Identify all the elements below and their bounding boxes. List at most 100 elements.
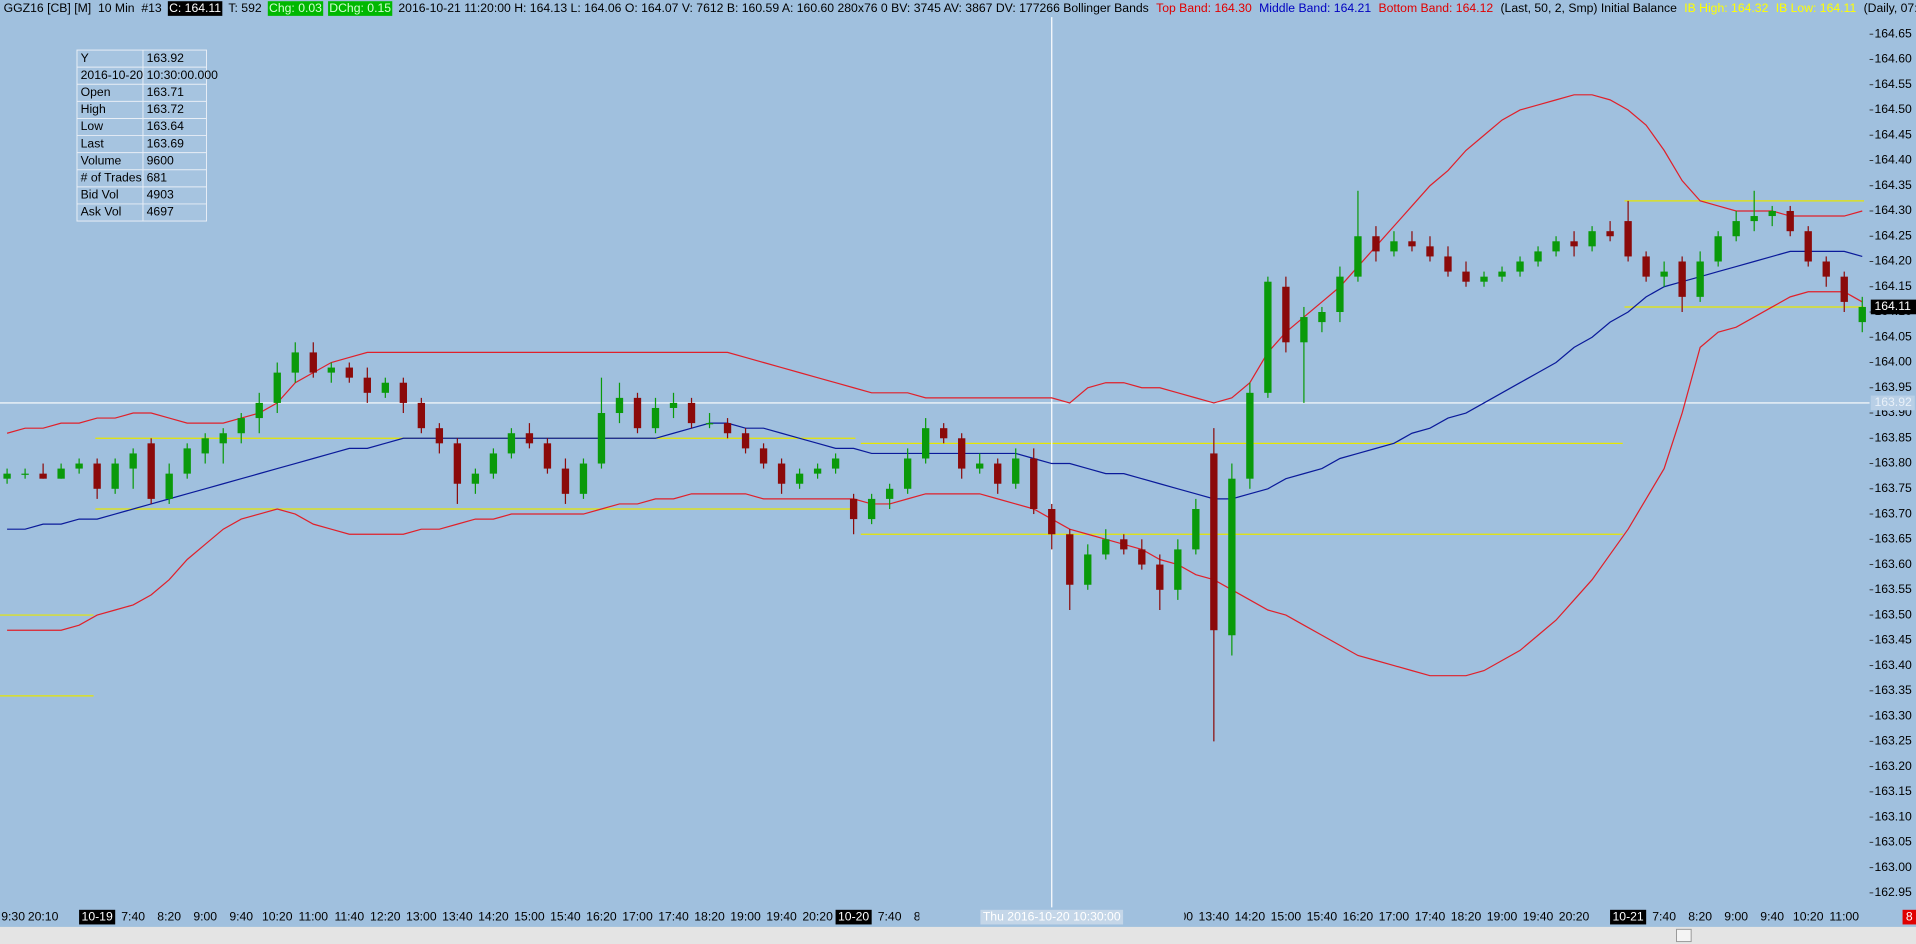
candle-body — [1444, 256, 1452, 272]
x-tick-label: 17:00 — [1379, 909, 1410, 923]
info-value: 4903 — [147, 188, 174, 202]
y-tick-label: 163.80 — [1874, 456, 1912, 470]
candle-body — [1192, 508, 1200, 550]
x-tick-label: 19:40 — [766, 909, 797, 923]
header-badge — [328, 1, 393, 16]
info-key: Low — [81, 119, 104, 133]
candle-body — [1516, 261, 1524, 272]
x-tick-label: 20:20 — [1559, 909, 1590, 923]
x-tick-label: 7:40 — [1652, 909, 1676, 923]
candle-body — [1498, 271, 1506, 277]
x-tick-label: 10-20 — [838, 909, 869, 923]
x-tick-label: 10:20 — [1793, 909, 1824, 923]
x-tick-label: 9:00 — [1724, 909, 1748, 923]
info-key: Ask Vol — [81, 205, 122, 219]
info-key: Bid Vol — [81, 188, 119, 202]
candle-body — [381, 382, 389, 393]
candle-body — [1120, 539, 1128, 550]
y-tick-label: 164.05 — [1874, 329, 1912, 343]
header-item: Chg: 0.03 — [269, 1, 322, 15]
candle-body — [309, 352, 317, 373]
y-tick-label: 162.95 — [1874, 885, 1912, 899]
candle-body — [795, 473, 804, 484]
candle-body — [489, 453, 498, 474]
y-tick-label: 163.65 — [1874, 532, 1912, 546]
candle-body — [291, 352, 299, 373]
y-tick-label: 164.55 — [1874, 77, 1912, 91]
candle-body — [1300, 317, 1308, 343]
candle-body — [147, 443, 155, 499]
info-value: 4697 — [147, 205, 174, 219]
candle-body — [759, 448, 768, 464]
last-price-label: 164.11 — [1874, 299, 1911, 313]
candle-body — [111, 463, 119, 489]
x-tick-label: 8:20 — [1688, 909, 1712, 923]
candle-body — [1354, 236, 1362, 277]
candle-body — [1408, 241, 1416, 247]
header-item: Top Band: 164.30 — [1156, 1, 1252, 15]
corner-badge — [1902, 909, 1916, 925]
x-tick-label: 20:20 — [802, 909, 833, 923]
candle-body — [1246, 392, 1254, 479]
x-tick-label: 14:20 — [478, 909, 509, 923]
info-key: Volume — [81, 153, 122, 167]
candle-body — [1426, 246, 1434, 257]
x-tick-label: 17:40 — [1415, 909, 1446, 923]
candle-body — [651, 407, 660, 429]
candle-body — [363, 377, 371, 393]
date-badge — [79, 909, 116, 925]
candle-body — [543, 443, 552, 469]
x-tick-label: 9:30 — [1, 909, 25, 923]
candle-body — [237, 418, 245, 434]
scrollbar-thumb[interactable] — [1676, 928, 1692, 943]
x-tick-label: 11:40 — [334, 909, 364, 923]
corner-badge-label: 8 — [1906, 909, 1913, 923]
candle-body — [561, 468, 570, 494]
x-tick-label: 8:20 — [157, 909, 181, 923]
y-tick-label: 164.45 — [1874, 127, 1912, 141]
candle-body — [1318, 312, 1326, 323]
x-tick-label: 19:40 — [1523, 909, 1554, 923]
x-tick-label: 15:00 — [1271, 909, 1302, 923]
candle-body — [940, 428, 948, 439]
candle-body — [345, 367, 353, 378]
x-tick-label: 16:20 — [1343, 909, 1374, 923]
x-tick-label: 18:20 — [694, 909, 725, 923]
candle-body — [976, 463, 984, 469]
candle-body — [922, 428, 930, 459]
info-key: High — [81, 102, 106, 116]
info-key: Y — [81, 51, 89, 65]
band-line — [7, 250, 1863, 530]
x-tick-label: 10:20 — [262, 909, 293, 923]
y-tick-label: 164.35 — [1874, 178, 1912, 192]
candle-body — [1210, 453, 1218, 631]
candle-body — [1714, 236, 1722, 262]
candle-body — [723, 423, 732, 434]
crosshair-price-box — [1870, 395, 1915, 411]
candle-body — [453, 443, 462, 484]
candle-body — [75, 463, 83, 469]
candle-body — [1858, 306, 1866, 323]
x-tick-label: 18:20 — [1451, 909, 1482, 923]
y-tick-label: 164.20 — [1874, 254, 1912, 268]
header-item: Bottom Band: 164.12 — [1378, 1, 1493, 15]
info-key: Last — [81, 136, 105, 150]
candle-body — [183, 448, 191, 474]
candle-body — [1606, 231, 1614, 237]
header-item: DChg: 0.15 — [329, 1, 391, 15]
info-value: 9600 — [147, 153, 174, 167]
candle-body — [1786, 210, 1794, 232]
candle-body — [273, 372, 281, 403]
y-tick-label: 163.35 — [1874, 683, 1912, 697]
y-tick-label: 164.60 — [1874, 52, 1912, 66]
candle-body — [1732, 221, 1740, 237]
scrollbar — [0, 926, 1916, 944]
x-tick-label: 13:40 — [1199, 909, 1230, 923]
x-tick-label: 20:10 — [28, 909, 59, 923]
candle-body — [435, 428, 444, 444]
candle-body — [1282, 286, 1290, 343]
y-tick-label: 163.45 — [1874, 633, 1912, 647]
header-badge — [167, 1, 223, 16]
candle-body — [1372, 236, 1380, 252]
x-tick-label: 11:00 — [1829, 909, 1859, 923]
